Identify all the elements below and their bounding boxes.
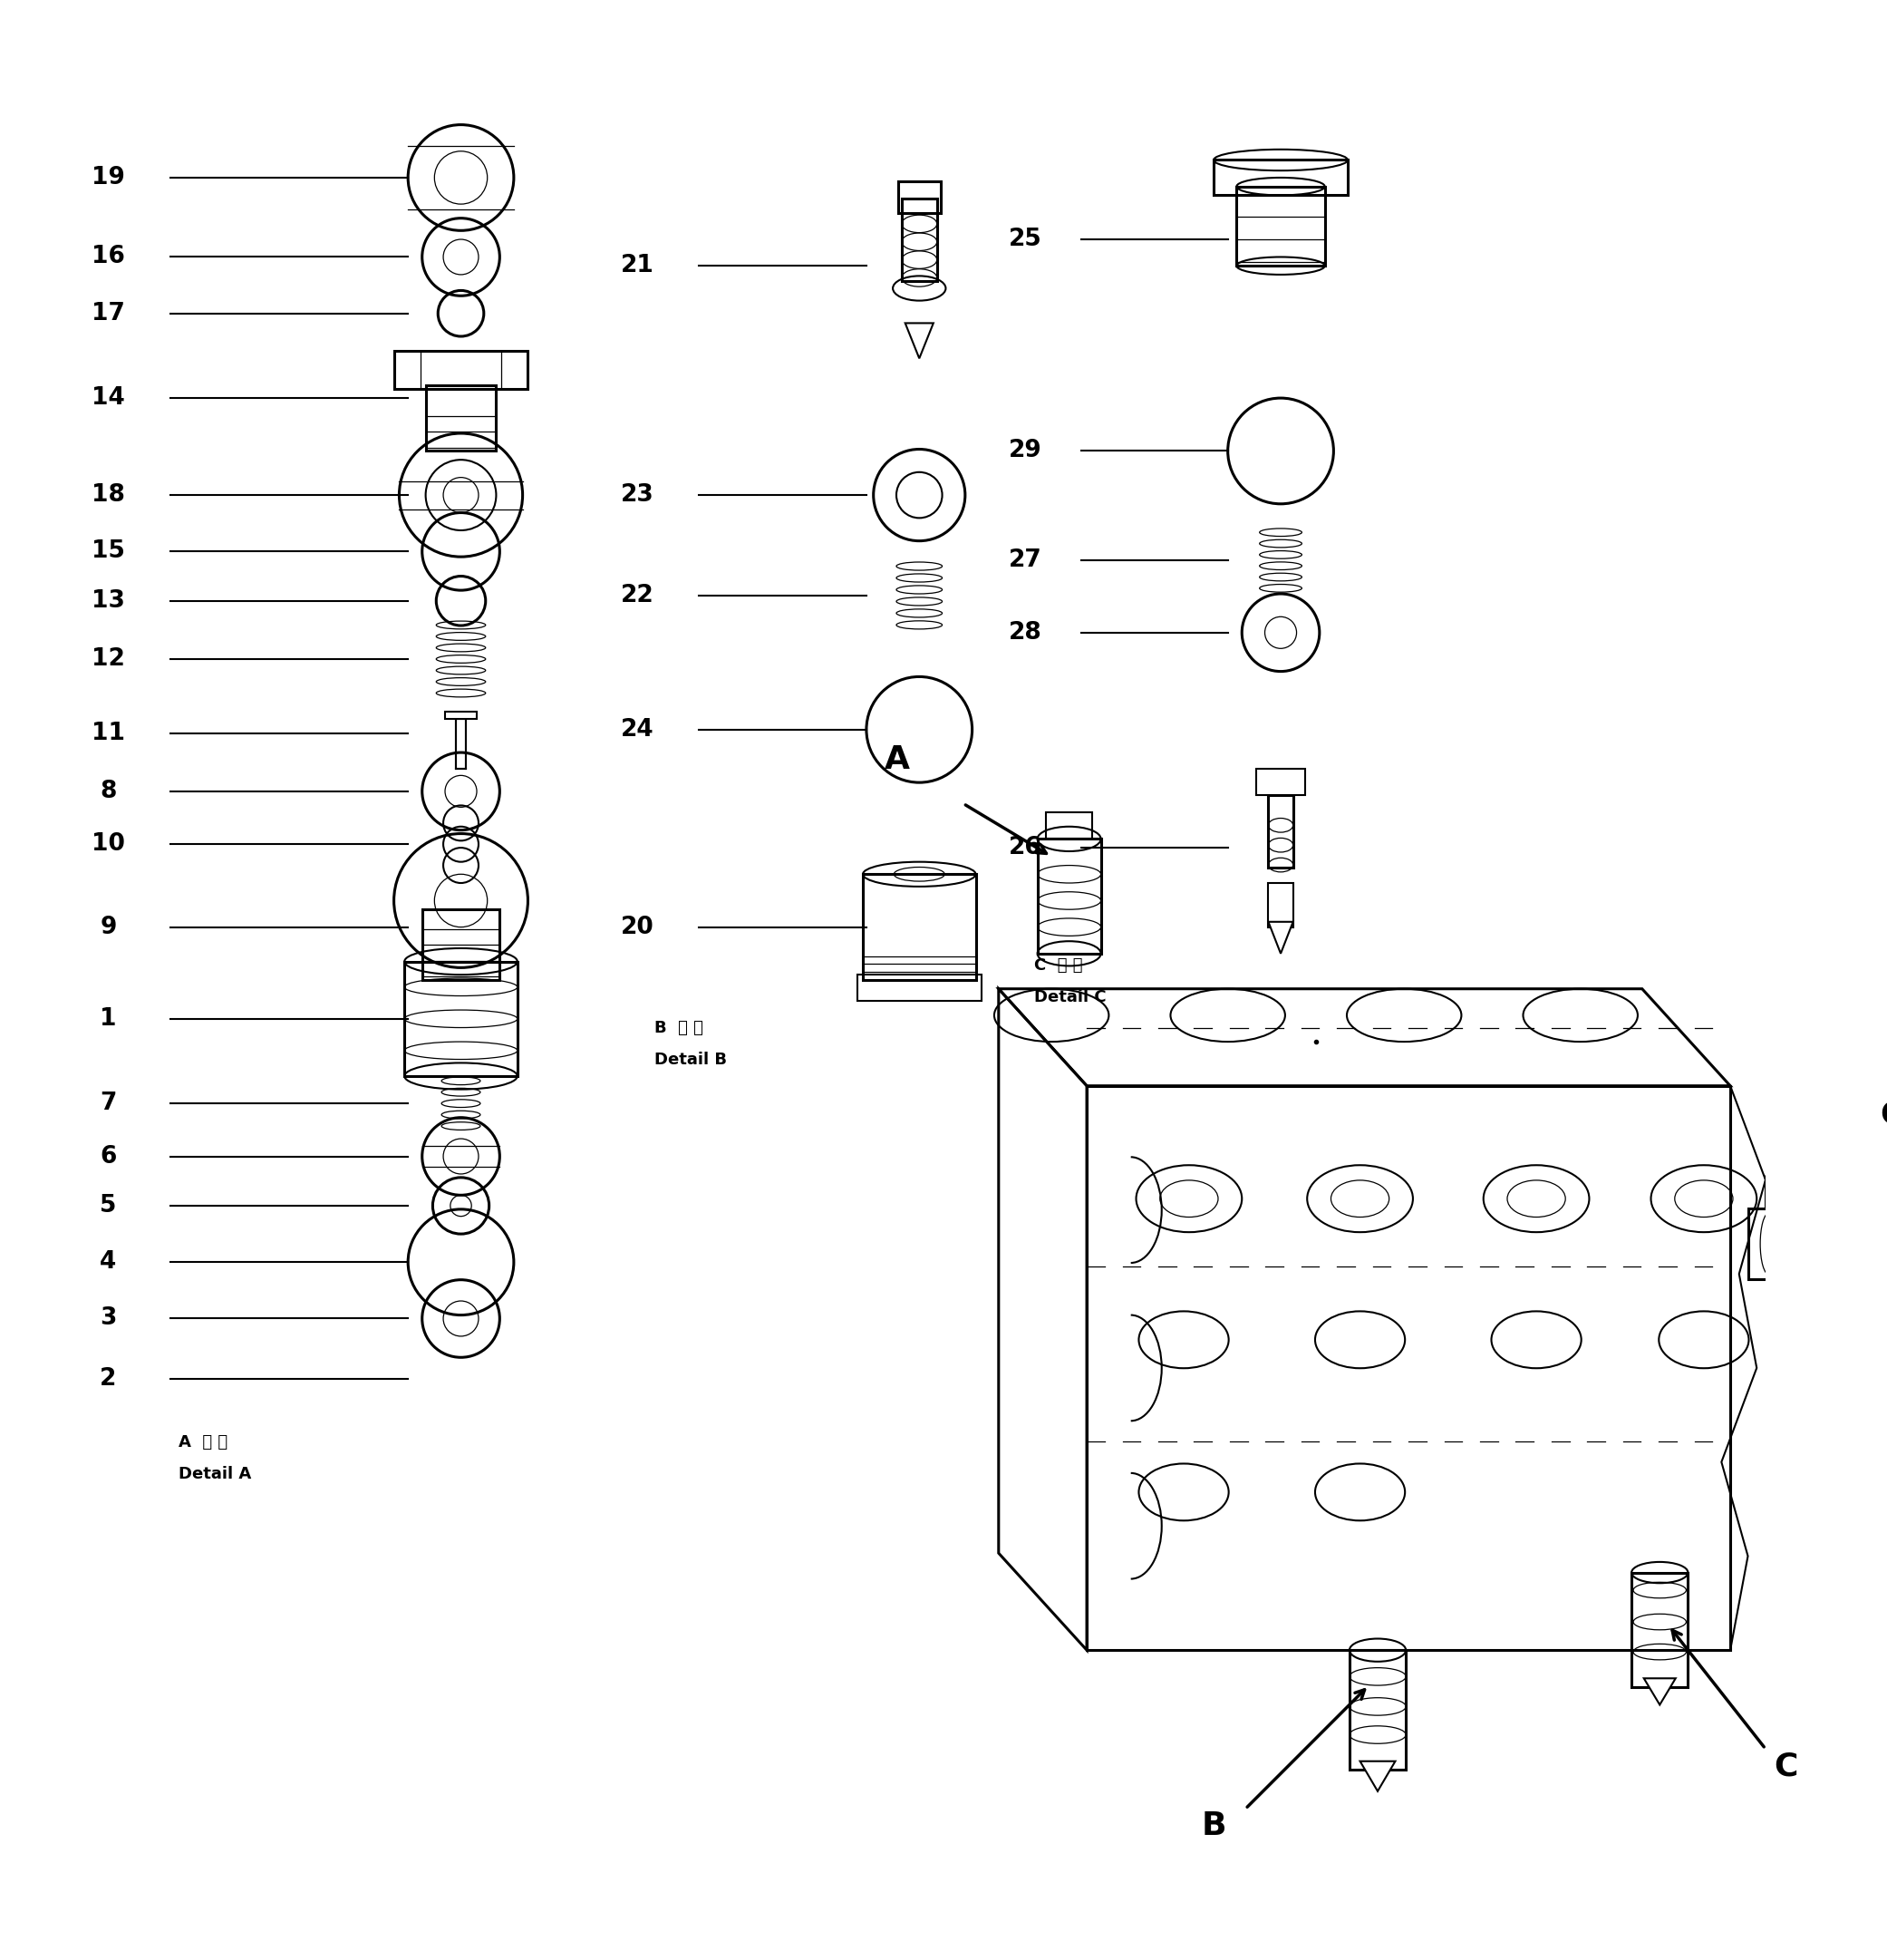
Text: 9: 9 (100, 915, 117, 939)
Text: 19: 19 (92, 167, 125, 190)
Bar (404, 962, 517, 1076)
Text: A: A (883, 745, 910, 774)
Bar (898, 182, 940, 214)
Bar (1045, 813, 1093, 839)
Text: 18: 18 (92, 484, 125, 508)
Bar (857, 974, 981, 1002)
Bar (1268, 796, 1293, 868)
Text: Detail C: Detail C (1034, 990, 1106, 1005)
Text: 24: 24 (621, 717, 653, 741)
Text: C: C (1774, 1750, 1798, 1782)
Text: 6: 6 (100, 1145, 117, 1168)
Text: 16: 16 (92, 245, 125, 269)
Text: 12: 12 (92, 647, 125, 670)
Bar (1747, 1209, 1836, 1280)
Bar (1236, 186, 1325, 267)
Text: 23: 23 (621, 484, 655, 508)
Text: 8: 8 (100, 780, 117, 804)
Text: 2: 2 (100, 1366, 117, 1390)
Text: C  詳 細: C 詳 細 (1034, 958, 1083, 974)
Text: B: B (1202, 1811, 1227, 1842)
Text: 10: 10 (92, 833, 125, 857)
Bar (394, 351, 528, 390)
Bar (455, 719, 466, 768)
Bar (1213, 161, 1347, 196)
Text: 20: 20 (621, 915, 655, 939)
Text: 1: 1 (100, 1007, 117, 1031)
Text: 14: 14 (92, 386, 125, 410)
Bar (902, 198, 938, 280)
Bar (862, 874, 976, 980)
Text: Detail B: Detail B (655, 1051, 726, 1068)
Text: 15: 15 (92, 539, 125, 563)
Text: 27: 27 (1008, 549, 1042, 572)
Text: 7: 7 (100, 1092, 117, 1115)
Bar (1349, 1650, 1406, 1770)
Text: Detail A: Detail A (179, 1466, 251, 1482)
Bar (1766, 1176, 1819, 1209)
Text: A  詳 細: A 詳 細 (179, 1435, 228, 1450)
Text: 11: 11 (92, 721, 125, 745)
Polygon shape (1268, 921, 1293, 955)
Text: 28: 28 (1008, 621, 1042, 645)
Text: 22: 22 (621, 584, 655, 608)
Bar (1257, 768, 1306, 796)
Bar (445, 711, 477, 719)
Polygon shape (1644, 1678, 1676, 1705)
Text: 26: 26 (1008, 837, 1042, 860)
Text: 13: 13 (92, 590, 125, 613)
Text: 3: 3 (100, 1307, 117, 1331)
Text: 17: 17 (92, 302, 125, 325)
Bar (423, 909, 500, 980)
Bar (1038, 839, 1100, 955)
Text: C: C (1879, 1100, 1887, 1131)
Text: B  詳 細: B 詳 細 (655, 1019, 704, 1035)
Text: 25: 25 (1008, 227, 1042, 251)
Polygon shape (906, 323, 934, 359)
Polygon shape (1361, 1762, 1394, 1791)
Text: 21: 21 (621, 255, 655, 278)
Text: 4: 4 (100, 1250, 117, 1274)
Text: 29: 29 (1008, 439, 1042, 463)
Bar (426, 386, 496, 451)
Bar (1632, 1572, 1689, 1688)
Bar (1268, 884, 1293, 927)
Text: 5: 5 (100, 1194, 117, 1217)
